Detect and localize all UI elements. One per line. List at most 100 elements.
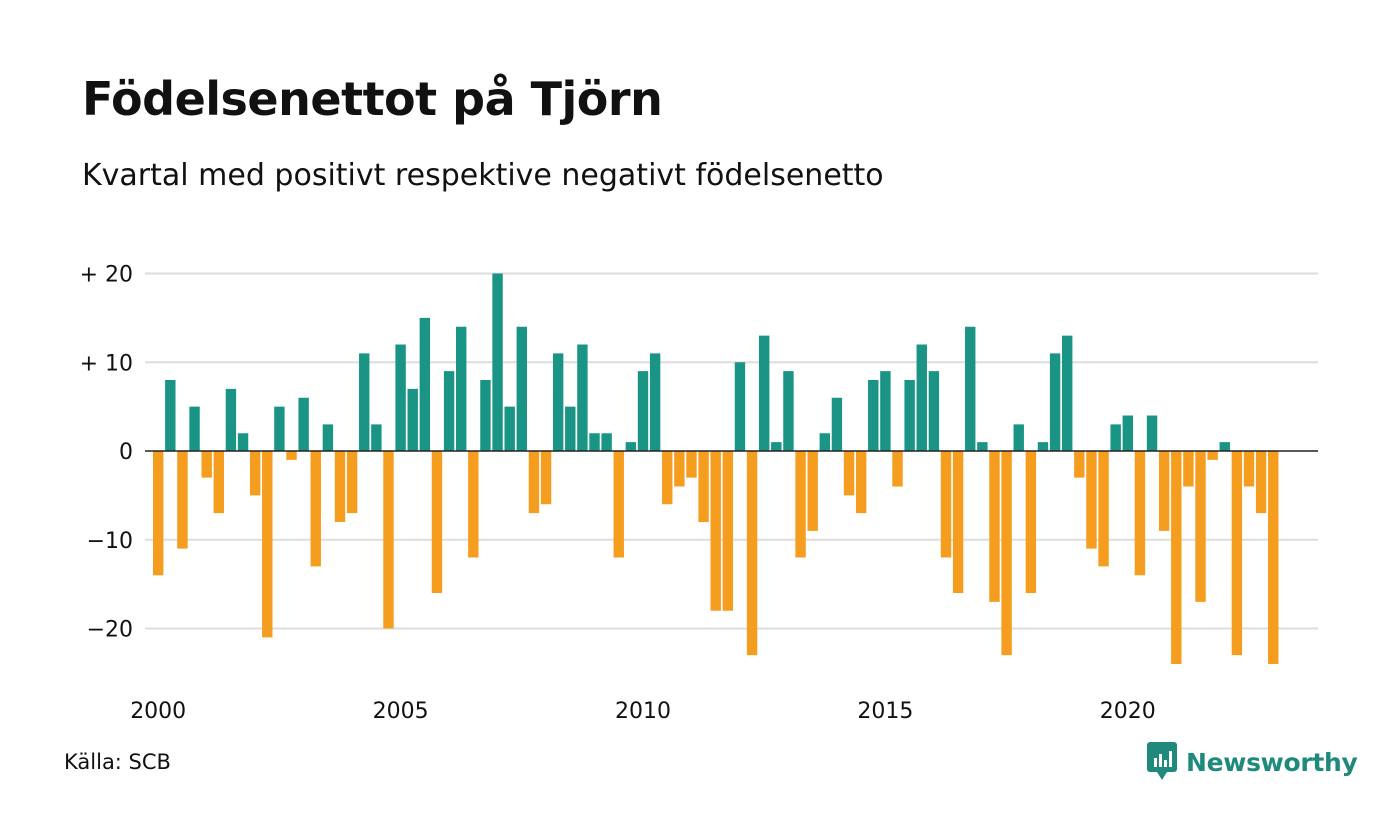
bar-negative [177, 451, 188, 549]
bar-negative [1231, 451, 1243, 656]
bar-positive [831, 397, 843, 451]
bar-negative [1134, 451, 1146, 576]
bar-negative [1074, 451, 1085, 478]
bar-negative [249, 451, 261, 496]
bar-negative [262, 451, 273, 638]
bar-negative [1268, 451, 1279, 664]
bar-negative [807, 451, 818, 531]
bar-positive [759, 335, 770, 452]
bar-negative [310, 451, 321, 567]
bar-positive [274, 406, 285, 452]
bar-negative [383, 451, 394, 629]
bar-negative [795, 451, 806, 558]
bar-positive [359, 353, 370, 452]
bar-positive [298, 397, 309, 451]
bar-positive [783, 371, 794, 452]
bar-positive [456, 326, 467, 451]
bar-negative [843, 451, 855, 496]
bar-positive [419, 317, 431, 452]
bar-positive [225, 388, 237, 452]
bar-positive [589, 433, 600, 451]
bar-negative [952, 451, 964, 593]
tick-labels: + 20 + 10 0 −10 −20 2000 2005 2010 2015 2020 [80, 263, 1156, 725]
bar-positive [322, 424, 334, 452]
y-tick-label: 0 [119, 440, 133, 465]
bar-positive [1122, 415, 1133, 451]
bar-negative [686, 451, 697, 478]
bar-negative [468, 451, 479, 558]
y-tick-label: + 10 [80, 351, 133, 376]
bar-positive [1049, 353, 1061, 452]
x-tick-label: 2005 [373, 699, 429, 724]
bar-positive [1110, 424, 1121, 452]
bar-negative [892, 451, 903, 487]
bar-positive [625, 442, 637, 452]
bar-negative [431, 451, 443, 593]
bar-positive [637, 371, 649, 452]
bar-negative [855, 451, 867, 514]
x-tick-label: 2020 [1100, 699, 1156, 724]
bar-positive [165, 380, 176, 451]
bar-negative [722, 451, 734, 611]
x-tick-label: 2015 [857, 699, 913, 724]
bar-positive [443, 371, 455, 452]
bar-negative [213, 451, 224, 514]
bar-negative [989, 451, 1000, 602]
bar-positive [1146, 415, 1158, 451]
bar-positive [601, 433, 612, 451]
bar-negative [1001, 451, 1012, 656]
brand-logo: Newsworthy [1147, 742, 1358, 782]
bar-positive [928, 371, 940, 452]
bar-positive [868, 380, 879, 451]
chart-title: Födelsenettot på Tjörn [82, 72, 663, 126]
bar-negative [662, 451, 673, 505]
bar-positive [395, 344, 406, 451]
bar-negative [153, 451, 164, 576]
bar-positive [1062, 335, 1073, 452]
bar-positive [916, 344, 927, 451]
bar-positive [1013, 424, 1024, 452]
bar-negative [1086, 451, 1097, 549]
bar-negative [528, 451, 540, 514]
bar-positive [565, 406, 576, 452]
bar-negative [334, 451, 346, 522]
bar-positive [552, 353, 564, 452]
bars [153, 273, 1279, 664]
bar-positive [734, 362, 746, 451]
bar-negative [613, 451, 624, 558]
bar-positive [819, 433, 830, 451]
bar-positive [492, 273, 503, 451]
bar-positive [1037, 442, 1049, 452]
bar-negative [1025, 451, 1037, 593]
y-tick-label: + 20 [80, 263, 133, 288]
bar-negative [1255, 451, 1267, 514]
bar-negative [1195, 451, 1206, 602]
bar-positive [965, 326, 976, 451]
y-tick-label: −20 [87, 618, 133, 643]
bar-positive [480, 380, 491, 451]
chart-subtitle: Kvartal med positivt respektive negativt… [82, 158, 884, 193]
bar-negative [540, 451, 552, 505]
bar-negative [940, 451, 952, 558]
bar-positive [1219, 442, 1230, 452]
bar-positive [904, 380, 915, 451]
bar-positive [880, 371, 891, 452]
bar-positive [977, 442, 988, 452]
bar-negative [1158, 451, 1170, 531]
bar-positive [407, 388, 418, 452]
bar-negative [746, 451, 758, 656]
bar-positive [516, 326, 527, 451]
bar-negative [1183, 451, 1194, 487]
newsworthy-logo-icon [1147, 742, 1177, 780]
bar-negative [1098, 451, 1109, 567]
bar-negative [286, 451, 297, 460]
bar-negative [201, 451, 212, 478]
bar-positive [237, 433, 249, 451]
bar-negative [346, 451, 358, 514]
bar-negative [698, 451, 709, 522]
bar-negative [674, 451, 685, 487]
bar-negative [1171, 451, 1182, 664]
bar-positive [189, 406, 200, 452]
y-tick-label: −10 [87, 529, 133, 554]
